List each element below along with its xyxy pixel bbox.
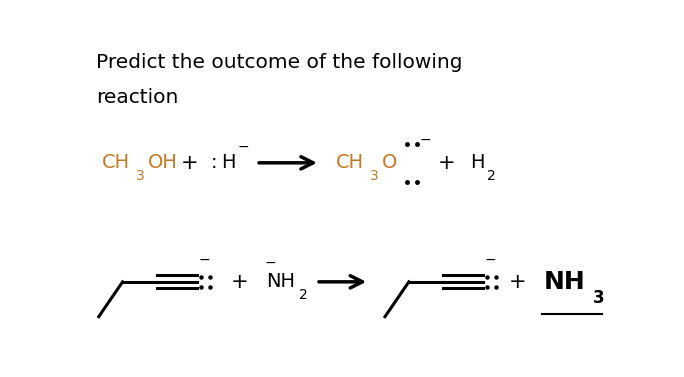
Text: CH: CH bbox=[101, 153, 129, 172]
Text: 3: 3 bbox=[593, 289, 605, 307]
Text: O: O bbox=[382, 153, 397, 172]
Text: −: − bbox=[198, 253, 210, 267]
Text: 3: 3 bbox=[136, 169, 144, 183]
Text: H: H bbox=[221, 153, 235, 172]
Text: −: − bbox=[420, 133, 432, 147]
Text: NH: NH bbox=[544, 270, 586, 294]
Text: 2: 2 bbox=[299, 288, 308, 302]
Text: :: : bbox=[211, 153, 218, 172]
Text: NH: NH bbox=[265, 272, 295, 291]
Text: H: H bbox=[471, 153, 485, 172]
Text: +: + bbox=[509, 272, 527, 292]
Text: +: + bbox=[181, 153, 199, 173]
Text: CH: CH bbox=[336, 153, 364, 172]
Text: Predict the outcome of the following: Predict the outcome of the following bbox=[96, 53, 462, 72]
Text: −: − bbox=[485, 253, 497, 267]
Text: −: − bbox=[237, 140, 249, 154]
Text: −: − bbox=[264, 256, 276, 270]
Text: +: + bbox=[231, 272, 248, 292]
Text: +: + bbox=[438, 153, 456, 173]
Text: reaction: reaction bbox=[96, 88, 179, 107]
Text: 2: 2 bbox=[487, 169, 496, 183]
Text: 3: 3 bbox=[370, 169, 379, 183]
Text: OH: OH bbox=[148, 153, 177, 172]
